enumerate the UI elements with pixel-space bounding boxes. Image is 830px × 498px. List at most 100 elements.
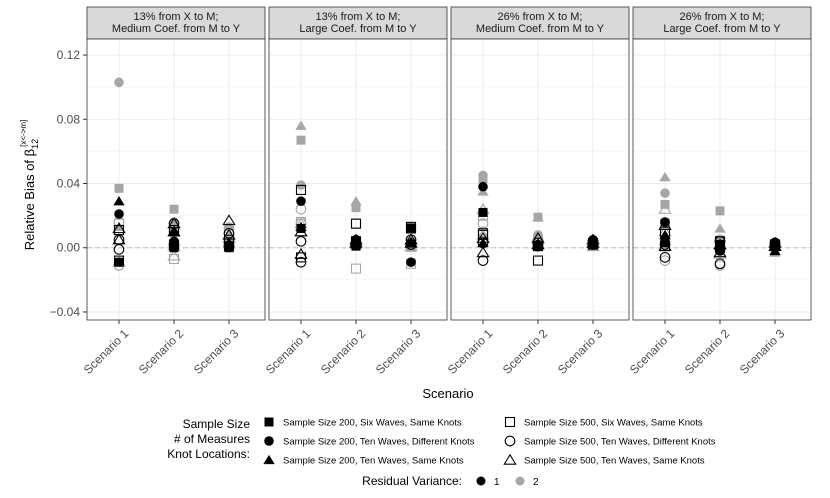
legend-key-circle-open [504,435,516,447]
data-point [659,171,671,182]
facet-title: Large Coef. from M to Y [663,23,781,35]
data-point [114,209,124,219]
legend-title: Sample Size [183,417,251,431]
facet-strip [450,6,630,40]
facet-panels: 13% from X to M;Medium Coef. from M to Y… [81,6,812,377]
data-point [294,225,308,237]
data-point [658,219,672,230]
legend-label: Sample Size 500, Six Waves, Same Knots [524,418,703,429]
data-point [168,239,180,250]
data-point [114,257,124,267]
legend-label: Sample Size 500, Ten Waves, Same Knots [524,456,705,467]
data-point [113,243,125,255]
x-axis-label: Scenario [422,386,473,401]
data-point [295,120,307,130]
data-point [350,263,362,274]
data-point [404,233,418,245]
x-tick-label: Scenario 3 [373,326,424,377]
data-point [659,229,671,240]
data-point [532,239,544,249]
x-tick-label: Scenario 1 [81,326,132,377]
data-point [406,223,416,233]
facet-panel: 13% from X to M;Medium Coef. from M to Y… [81,6,266,377]
data-point [713,246,727,258]
data-point [659,252,671,263]
facet-title: Medium Coef. from M to Y [112,23,241,35]
data-point [768,239,782,251]
data-point [114,183,124,193]
x-tick-label: Scenario 2 [500,326,551,377]
variance-legend-key [476,476,486,486]
facet-strip [268,6,448,40]
legend-label: Sample Size 500, Ten Waves, Different Kn… [524,437,716,448]
y-axis-label-main: Relative Bias of β [22,149,37,250]
legend-label: Sample Size 200, Six Waves, Same Knots [283,418,462,429]
data-point [532,212,544,222]
data-point [476,246,490,258]
panel-background [633,39,811,320]
x-tick-label: Scenario 3 [555,326,606,377]
data-point [768,236,782,248]
data-point [295,184,307,195]
data-point [112,222,126,234]
facet-strip [632,6,812,40]
facet-title: 13% from X to M; [134,11,219,23]
data-point [169,236,179,247]
data-point [714,223,726,233]
legend-key-triangle-filled [263,454,275,465]
legend-key-circle-filled [264,436,274,446]
data-point [532,255,544,266]
facet-title: 13% from X to M; [316,11,401,23]
data-point [296,135,306,145]
data-point [714,240,726,251]
data-point [531,238,545,250]
data-point [660,238,670,248]
y-axis-label: Relative Bias of β12[x<->m] [19,120,40,251]
data-point [658,202,672,214]
y-axis-label-sub: 12 [30,139,40,149]
panel-border [450,38,630,321]
data-point [531,231,545,243]
data-point [112,233,126,245]
data-point [404,236,418,248]
data-point [169,243,179,253]
panel-background [451,39,629,320]
y-tick-label: −0.04 [50,305,81,319]
y-axis: −0.04 0.00 0.04 0.08 0.12 [50,48,87,319]
panel-border [268,38,448,321]
data-point [478,207,488,217]
data-point [295,235,307,247]
data-point [296,196,306,206]
y-tick-label: 0.00 [57,241,81,255]
facet-title: 26% from X to M; [680,11,765,23]
legend-title: # of Measures [174,432,250,446]
data-point [586,236,600,248]
y-axis-label-sup: [x<->m] [19,120,28,147]
legend-title: Knot Locations: [167,447,250,461]
data-point [113,255,125,266]
data-point [351,203,361,213]
panel-border [86,38,266,321]
variance-legend-label: 1 [494,477,500,488]
x-tick-label: Scenario 2 [136,326,187,377]
variance-legend-title: Residual Variance: [362,474,462,488]
data-point [714,258,726,270]
data-point [715,206,725,216]
data-point [222,228,236,240]
panel-border [632,38,812,321]
x-tick-label: Scenario 1 [263,326,314,377]
facet-title: Medium Coef. from M to Y [476,23,605,35]
panel-background [87,39,265,320]
data-point [349,233,363,245]
data-point [350,218,362,229]
legend-label: Sample Size 200, Ten Waves, Same Knots [283,456,464,467]
data-point [658,239,672,251]
data-point [167,225,181,237]
data-point [349,236,363,248]
data-point [405,223,417,234]
data-point [405,237,417,248]
facet-strip [86,6,266,40]
data-point [586,233,600,245]
